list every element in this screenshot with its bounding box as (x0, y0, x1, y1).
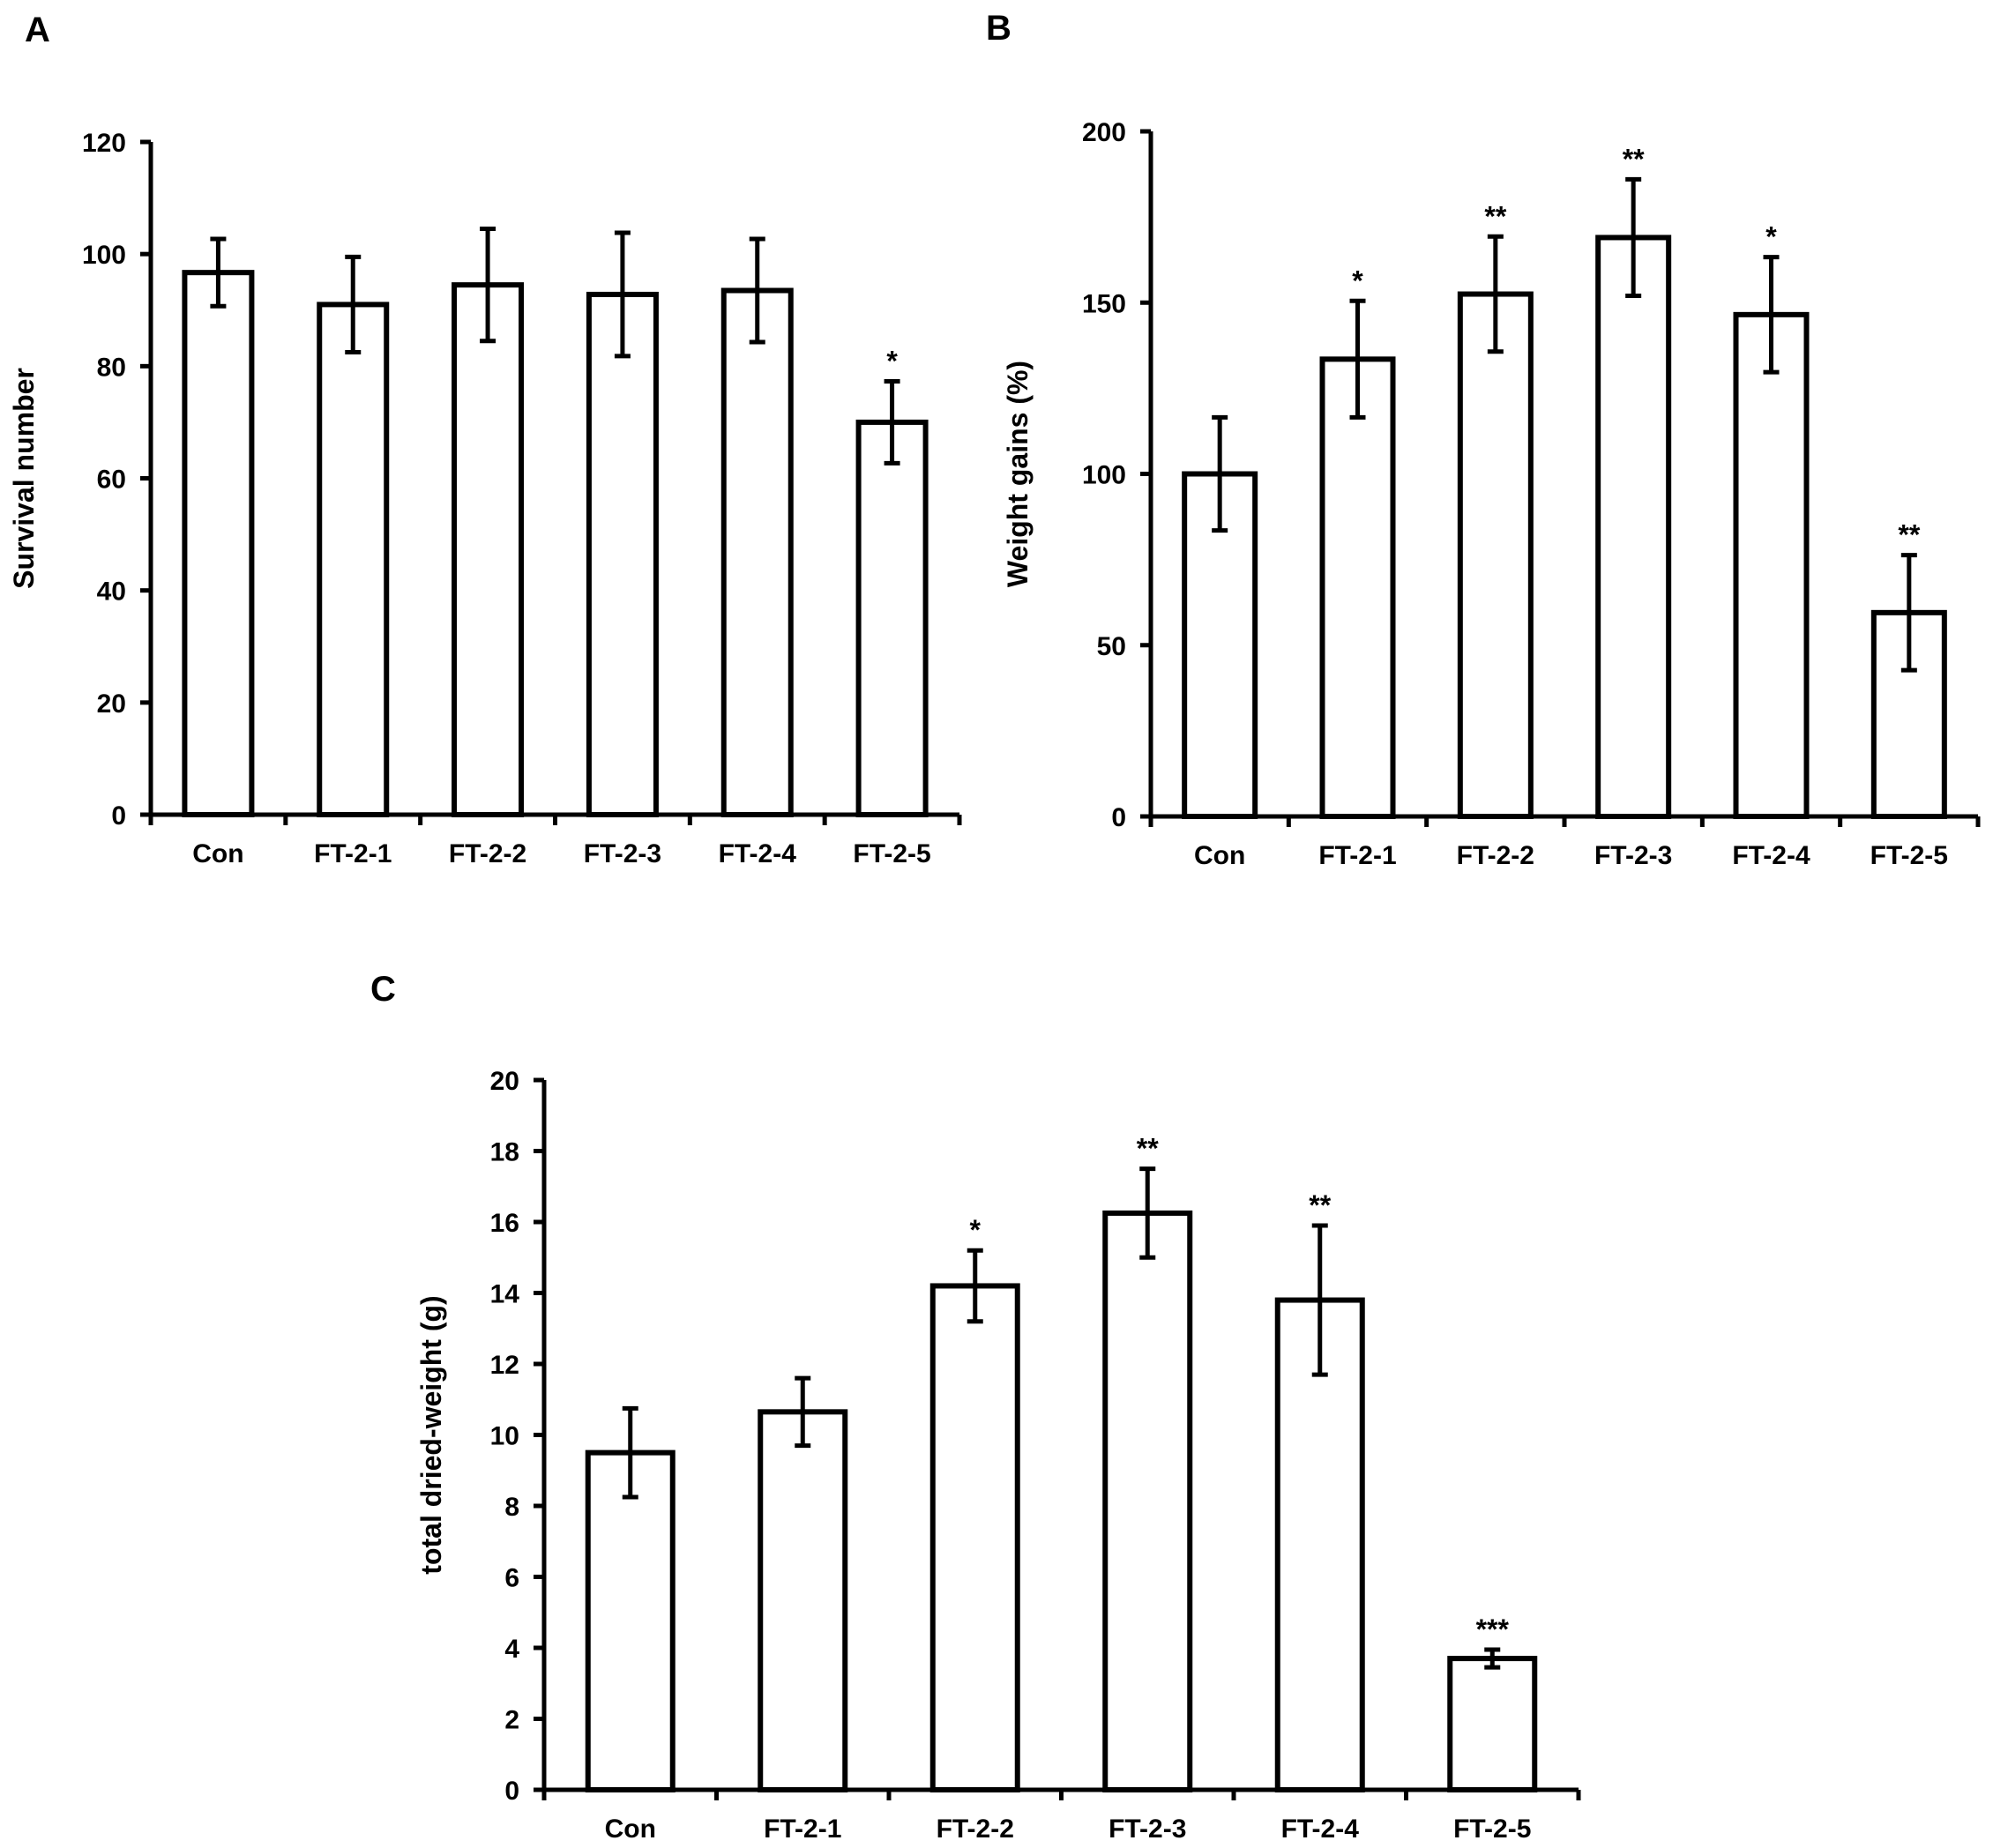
y-tick-label: 120 (82, 129, 126, 158)
bar (317, 302, 390, 817)
bar (585, 1449, 676, 1792)
y-tick-label: 0 (504, 1777, 519, 1806)
bar (1447, 1656, 1538, 1792)
y-tick-label: 150 (1082, 289, 1126, 318)
x-tick-label: Con (192, 839, 243, 868)
x-tick-label: FT-2-1 (1318, 841, 1396, 870)
bar (586, 291, 659, 817)
y-axis-title: Weight gains (%) (1002, 361, 1034, 587)
significance-marker: *** (1476, 1613, 1510, 1645)
x-tick-label: FT-2-5 (853, 839, 930, 868)
significance-marker: ** (1137, 1133, 1159, 1165)
x-tick-label: FT-2-3 (1594, 841, 1672, 870)
x-tick-label: FT-2-3 (1108, 1814, 1186, 1844)
y-tick-label: 20 (97, 689, 126, 719)
bar (452, 282, 525, 817)
x-tick-label: Con (605, 1814, 656, 1844)
significance-marker: * (886, 346, 898, 377)
panel-label: A (25, 11, 50, 49)
chart-b: B Weight gains (%) Con * FT-2-1 ** FT-2-2 ** FT-… (986, 9, 1981, 870)
y-tick-label: 60 (97, 466, 126, 495)
y-tick-label: 50 (1097, 632, 1126, 661)
bar (929, 1283, 1020, 1792)
chart-a: A Survival number Con FT-2-1 FT-2-2 FT-2-3 FT-… (8, 11, 962, 868)
x-tick-label: Con (1194, 841, 1245, 870)
bar (182, 270, 255, 817)
bar (1595, 235, 1672, 819)
x-tick-label: FT-2-1 (764, 1814, 841, 1844)
y-tick-label: 2 (504, 1706, 519, 1735)
panel-label: B (986, 9, 1011, 48)
x-tick-label: FT-2-4 (719, 839, 797, 868)
x-tick-label: FT-2-5 (1870, 841, 1948, 870)
bar (1102, 1210, 1193, 1792)
significance-marker: * (970, 1214, 982, 1246)
y-tick-label: 10 (490, 1422, 519, 1451)
y-tick-label: 16 (490, 1209, 519, 1238)
y-axis-title: total dried-weight (g) (415, 1295, 447, 1574)
y-tick-label: 100 (82, 241, 126, 270)
bar (1733, 311, 1810, 820)
significance-marker: ** (1623, 143, 1645, 175)
y-tick-label: 100 (1082, 461, 1126, 490)
x-tick-label: FT-2-3 (584, 839, 661, 868)
significance-marker: ** (1898, 519, 1920, 551)
y-tick-label: 4 (504, 1635, 519, 1664)
y-tick-label: 8 (504, 1493, 519, 1522)
y-tick-label: 80 (97, 353, 126, 382)
x-tick-label: FT-2-5 (1453, 1814, 1531, 1844)
y-tick-label: 12 (490, 1351, 519, 1380)
significance-marker: * (1765, 221, 1777, 253)
x-tick-label: FT-2-2 (449, 839, 526, 868)
bar (1457, 291, 1534, 820)
y-tick-label: 20 (490, 1067, 519, 1096)
y-tick-label: 6 (504, 1564, 519, 1593)
x-tick-label: FT-2-2 (1457, 841, 1534, 870)
x-tick-label: FT-2-4 (1732, 841, 1810, 870)
x-tick-label: FT-2-1 (314, 839, 392, 868)
y-axis-title: Survival number (8, 368, 40, 589)
bar (855, 419, 929, 817)
y-tick-label: 0 (1111, 803, 1126, 832)
y-tick-label: 18 (490, 1138, 519, 1167)
panel-label: C (370, 970, 396, 1009)
bar (720, 287, 794, 817)
bar (758, 1409, 848, 1793)
bar (1319, 356, 1396, 820)
y-tick-label: 0 (111, 801, 126, 831)
x-tick-label: FT-2-2 (937, 1814, 1014, 1844)
x-tick-label: FT-2-4 (1281, 1814, 1360, 1844)
significance-marker: ** (1309, 1189, 1331, 1221)
y-tick-label: 14 (490, 1280, 520, 1309)
y-tick-label: 40 (97, 578, 126, 607)
significance-marker: * (1352, 265, 1363, 296)
significance-marker: ** (1484, 200, 1506, 232)
y-tick-label: 200 (1082, 118, 1126, 147)
